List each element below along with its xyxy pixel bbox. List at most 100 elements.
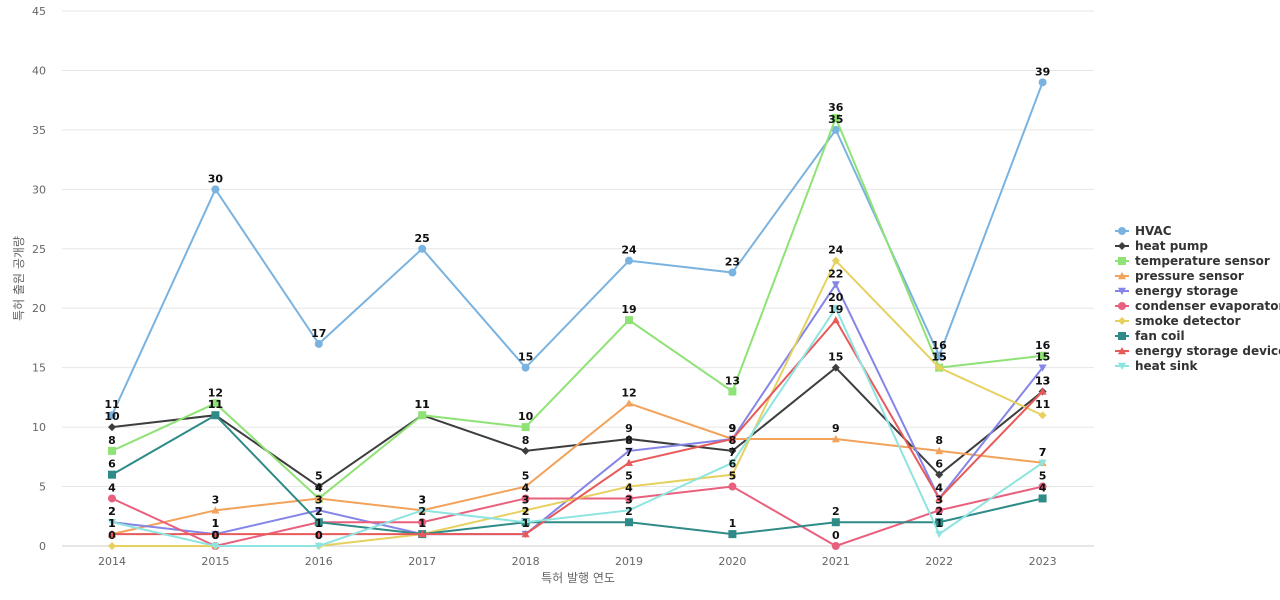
data-point[interactable] (625, 256, 633, 265)
data-point[interactable] (625, 482, 633, 491)
data-point[interactable] (831, 363, 840, 372)
x-tick-label: 2017 (408, 555, 436, 568)
data-point[interactable] (521, 530, 530, 538)
legend-item[interactable]: smoke detector (1115, 314, 1241, 328)
data-point[interactable] (935, 530, 944, 539)
legend-item[interactable]: heat sink (1115, 359, 1198, 373)
data-point[interactable] (831, 316, 840, 324)
data-point[interactable] (418, 411, 427, 420)
x-tick-label: 2019 (615, 555, 643, 568)
data-point[interactable] (1038, 387, 1047, 395)
data-point[interactable] (728, 268, 737, 277)
legend-item[interactable]: heat pump (1115, 239, 1208, 253)
data-point[interactable] (108, 530, 116, 538)
y-tick-label: 10 (32, 421, 46, 434)
legend-item[interactable]: HVAC (1115, 224, 1172, 238)
data-point[interactable] (831, 125, 840, 134)
data-point[interactable] (831, 114, 840, 122)
legend-item[interactable]: energy storage device (1115, 344, 1280, 358)
data-point[interactable] (418, 244, 427, 253)
data-point[interactable] (211, 399, 220, 408)
data-point[interactable] (108, 542, 116, 550)
legend-item[interactable]: energy storage (1115, 284, 1238, 298)
data-point[interactable] (728, 435, 737, 443)
data-point[interactable] (521, 482, 530, 490)
data-point[interactable] (314, 482, 323, 491)
data-point[interactable] (211, 411, 220, 420)
data-label: 5 (1039, 470, 1047, 483)
data-point[interactable] (521, 506, 530, 515)
data-point[interactable] (314, 530, 323, 538)
data-point[interactable] (108, 423, 116, 432)
data-point[interactable] (1038, 351, 1047, 360)
data-point[interactable] (728, 482, 737, 491)
data-point[interactable] (625, 316, 633, 325)
data-point[interactable] (935, 470, 944, 479)
data-label: 15 (1035, 351, 1050, 364)
data-point[interactable] (418, 530, 427, 538)
data-point[interactable] (935, 446, 944, 455)
data-point[interactable] (831, 305, 840, 313)
data-point[interactable] (1038, 482, 1047, 491)
data-point[interactable] (211, 530, 220, 538)
data-point[interactable] (521, 423, 530, 432)
data-point[interactable] (831, 281, 840, 289)
data-point[interactable] (314, 518, 323, 527)
data-point[interactable] (1038, 78, 1047, 87)
data-point[interactable] (831, 518, 840, 527)
data-point[interactable] (314, 339, 323, 348)
data-point[interactable] (108, 411, 116, 420)
data-point[interactable] (831, 542, 840, 550)
data-point[interactable] (314, 542, 323, 550)
data-point[interactable] (935, 351, 944, 360)
data-label: 0 (108, 529, 116, 542)
data-point[interactable] (108, 470, 116, 479)
data-point[interactable] (418, 518, 427, 527)
data-point[interactable] (521, 519, 530, 527)
legend-item[interactable]: pressure sensor (1115, 269, 1244, 283)
data-label: 30 (208, 172, 224, 185)
data-point[interactable] (625, 399, 633, 407)
legend-item[interactable]: condenser evaporator (1115, 299, 1280, 313)
data-point[interactable] (314, 507, 323, 515)
data-point[interactable] (108, 446, 116, 455)
data-point[interactable] (108, 519, 116, 527)
data-point[interactable] (935, 363, 944, 372)
data-point[interactable] (211, 542, 220, 550)
data-point[interactable] (625, 447, 633, 455)
legend-label: smoke detector (1135, 314, 1241, 328)
data-point[interactable] (1038, 411, 1047, 420)
data-point[interactable] (625, 494, 633, 503)
data-point[interactable] (211, 185, 220, 194)
data-point[interactable] (728, 530, 737, 539)
data-label: 12 (621, 386, 636, 399)
data-point[interactable] (521, 363, 530, 372)
data-point[interactable] (1038, 364, 1047, 372)
data-point[interactable] (935, 494, 944, 502)
data-point[interactable] (418, 507, 427, 515)
data-point[interactable] (831, 256, 840, 265)
data-point[interactable] (728, 387, 737, 396)
data-point[interactable] (728, 470, 737, 479)
data-point[interactable] (211, 506, 220, 514)
data-point[interactable] (314, 494, 323, 502)
data-point[interactable] (625, 518, 633, 527)
data-point[interactable] (625, 458, 633, 466)
data-point[interactable] (728, 459, 737, 467)
legend-marker (1118, 302, 1126, 310)
data-point[interactable] (1038, 459, 1047, 467)
legend-item[interactable]: temperature sensor (1115, 254, 1270, 268)
data-point[interactable] (521, 446, 530, 455)
data-point[interactable] (625, 507, 633, 515)
data-point[interactable] (1038, 494, 1047, 503)
data-point[interactable] (935, 506, 944, 515)
data-point[interactable] (521, 494, 530, 503)
legend-item[interactable]: fan coil (1115, 329, 1185, 343)
data-point[interactable] (108, 494, 116, 503)
data-point[interactable] (935, 518, 944, 527)
data-point[interactable] (831, 435, 840, 443)
data-label: 10 (104, 410, 120, 423)
data-point[interactable] (728, 446, 737, 455)
data-point[interactable] (625, 435, 633, 443)
